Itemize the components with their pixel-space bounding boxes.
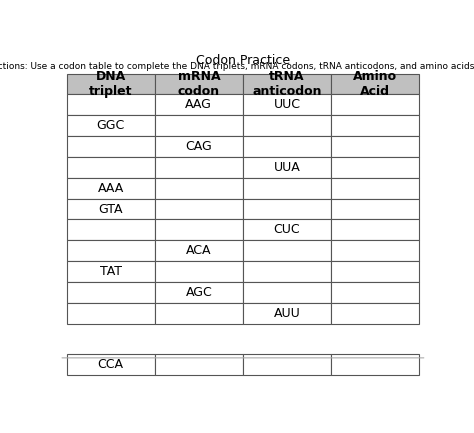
Bar [331,157,419,178]
Bar [243,157,331,178]
Bar [331,94,419,115]
Bar [331,240,419,261]
Bar [155,303,243,324]
Bar [243,303,331,324]
Text: CCA: CCA [98,358,124,371]
Bar [66,157,155,178]
Bar [331,199,419,220]
Text: CAG: CAG [185,140,212,153]
Text: TAT: TAT [100,265,122,278]
Bar [155,354,243,375]
Bar [243,94,331,115]
Text: tRNA
anticodon: tRNA anticodon [252,70,322,98]
Bar [243,282,331,303]
Bar [243,115,331,136]
Text: GGC: GGC [97,119,125,132]
Bar [155,74,243,94]
Bar [243,74,331,94]
Bar [66,74,155,94]
Text: AAG: AAG [185,98,212,111]
Bar [331,178,419,199]
Text: AUU: AUU [273,307,301,320]
Bar [66,303,155,324]
Bar [155,199,243,220]
Bar [66,178,155,199]
Bar [66,240,155,261]
Bar [331,261,419,282]
Bar [155,157,243,178]
Text: AGC: AGC [185,286,212,299]
Bar [66,136,155,157]
Bar [155,178,243,199]
Bar [331,303,419,324]
Bar [155,136,243,157]
Bar [331,220,419,240]
Bar [66,115,155,136]
Bar [155,94,243,115]
Bar [243,261,331,282]
Bar [243,136,331,157]
Bar [243,354,331,375]
Bar [66,199,155,220]
Bar [243,240,331,261]
Text: Amino
Acid: Amino Acid [353,70,397,98]
Text: ACA: ACA [186,244,211,257]
Bar [155,240,243,261]
Bar [155,220,243,240]
Bar [331,354,419,375]
Bar [66,261,155,282]
Text: DNA
triplet: DNA triplet [89,70,132,98]
Text: mRNA
codon: mRNA codon [178,70,220,98]
Bar [331,115,419,136]
Bar [66,94,155,115]
Bar [66,220,155,240]
Text: UUC: UUC [273,98,301,111]
Text: Codon Practice: Codon Practice [196,54,290,67]
Bar [155,115,243,136]
Text: GTA: GTA [99,203,123,216]
Bar [331,74,419,94]
Bar [331,282,419,303]
Bar [66,282,155,303]
Bar [155,261,243,282]
Bar [66,354,155,375]
Bar [243,178,331,199]
Text: CUC: CUC [273,223,301,236]
Bar [243,199,331,220]
Bar [331,136,419,157]
Text: Directions: Use a codon table to complete the DNA triplets, mRNA codons, tRNA an: Directions: Use a codon table to complet… [0,62,474,71]
Bar [243,220,331,240]
Bar [155,282,243,303]
Text: AAA: AAA [98,182,124,195]
Text: UUA: UUA [273,161,301,174]
